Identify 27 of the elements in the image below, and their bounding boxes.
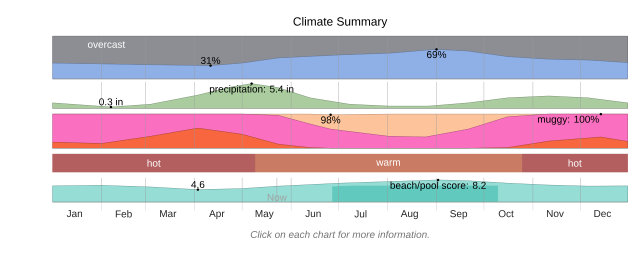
series-label: overcast xyxy=(88,42,126,48)
x-tick-label: Jan xyxy=(66,210,82,218)
x-tick-label: Dec xyxy=(594,210,612,218)
ref-line-label: Now xyxy=(268,194,287,202)
data-label: 31% xyxy=(200,57,220,64)
series-label: hot xyxy=(148,160,161,167)
x-tick-label: Aug xyxy=(400,210,418,220)
series-label: hot xyxy=(568,160,582,167)
x-tick-label: Feb xyxy=(116,210,132,218)
x-tick-label: Sep xyxy=(450,210,468,220)
data-label: 69% xyxy=(427,51,446,58)
series-label: warm xyxy=(376,160,400,166)
data-label: precipitation: 5.4 in xyxy=(210,85,294,95)
total-label: 98% xyxy=(321,116,340,124)
text: Click on each chart for more information. xyxy=(250,230,429,238)
x-tick-label: Oct xyxy=(498,210,514,218)
x-tick-label: Jul xyxy=(354,210,366,218)
x-tick-label: Apr xyxy=(209,210,224,220)
x-tick-label: Nov xyxy=(546,210,564,218)
x-tick-label: May xyxy=(256,210,274,220)
x-tick-label: Jun xyxy=(305,210,321,218)
data-label: 0.3 in xyxy=(99,98,123,106)
total-label: muggy: 100% xyxy=(538,116,599,125)
data-label: 4.6 xyxy=(191,181,204,188)
chart-title: Climate Summary xyxy=(294,17,388,28)
x-tick-label: Mar xyxy=(160,210,176,218)
data-label: beach/pool score: 8.2 xyxy=(390,182,486,191)
